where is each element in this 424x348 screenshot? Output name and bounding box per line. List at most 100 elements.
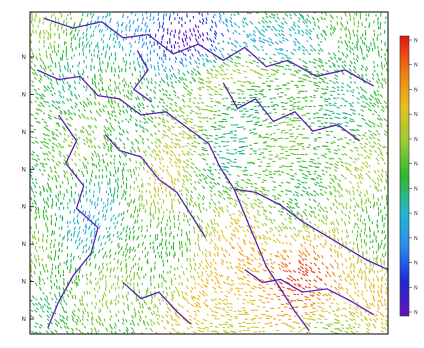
field-vector [264,12,268,16]
field-vector [341,327,344,330]
field-vector [201,129,204,131]
field-vector [217,306,222,310]
field-vector [130,141,134,145]
field-vector [332,202,335,206]
field-vector [93,137,96,140]
field-vector [213,150,217,153]
field-vector [169,157,172,161]
field-vector [78,168,80,173]
field-vector [261,181,265,184]
field-vector [181,130,187,134]
field-vector [377,169,380,173]
field-vector [122,89,125,92]
field-vector [93,230,96,235]
field-vector [134,138,138,143]
field-vector [276,137,282,140]
field-vector [383,298,387,303]
field-vector [237,265,241,269]
field-vector [237,277,241,280]
field-vector [253,225,256,229]
field-vector [171,327,176,331]
field-vector [65,118,68,121]
field-vector [377,182,380,187]
field-vector [234,199,238,203]
field-vector [141,81,143,85]
field-vector [50,311,54,315]
field-vector [377,85,380,88]
field-vector [264,241,268,245]
field-vector [232,81,237,84]
field-vector [142,319,146,323]
field-vector [380,321,384,326]
field-vector [112,267,115,272]
field-vector [66,232,69,237]
field-vector [118,90,122,95]
field-vector [213,193,216,196]
field-vector [43,158,47,161]
field-vector [250,205,255,209]
field-vector [360,293,364,297]
field-vector [156,105,160,108]
field-vector [191,297,195,301]
field-vector [62,155,67,160]
field-vector [342,242,345,247]
field-vector [63,65,66,70]
field-vector [344,136,347,139]
field-vector [175,307,178,311]
field-vector [381,65,384,70]
field-vector [301,258,305,261]
field-vector [348,326,353,330]
field-vector [353,33,356,37]
field-vector [125,24,128,29]
field-vector [75,145,79,150]
field-vector [100,242,103,247]
field-vector [360,277,363,280]
field-vector [372,179,375,182]
field-vector [105,118,109,123]
field-vector [281,207,285,210]
field-vector [316,33,319,37]
field-vector [210,219,213,223]
field-vector [206,262,210,266]
field-vector [332,52,337,57]
field-vector [141,303,144,308]
field-vector [294,37,298,41]
field-vector [316,293,320,297]
field-vector [109,145,113,150]
field-vector [334,77,338,80]
field-vector [94,305,96,309]
field-vector [81,41,84,46]
field-vector [258,56,261,59]
field-vector [385,315,388,318]
field-vector [205,105,209,107]
field-vector [233,44,237,48]
field-vector [272,25,275,29]
field-vector [344,125,348,127]
field-vector [141,182,144,188]
field-vector [234,64,238,68]
field-vector [161,118,165,121]
field-vector [153,249,155,254]
field-vector [319,48,324,52]
field-vector [206,77,210,80]
field-vector [82,138,85,142]
field-vector [35,258,38,263]
field-vector [35,92,39,95]
field-vector [199,178,202,182]
field-vector [257,72,262,75]
field-vector [210,278,214,282]
field-vector [186,327,190,330]
field-vector [216,102,222,104]
field-vector [373,283,376,288]
field-vector [125,233,128,238]
field-vector [212,185,215,188]
field-vector [70,90,73,94]
field-vector [325,210,329,214]
field-vector [109,20,112,24]
field-vector [266,283,269,285]
field-vector [368,129,372,133]
field-vector [233,13,236,17]
field-vector [362,56,365,61]
field-vector [213,48,216,52]
